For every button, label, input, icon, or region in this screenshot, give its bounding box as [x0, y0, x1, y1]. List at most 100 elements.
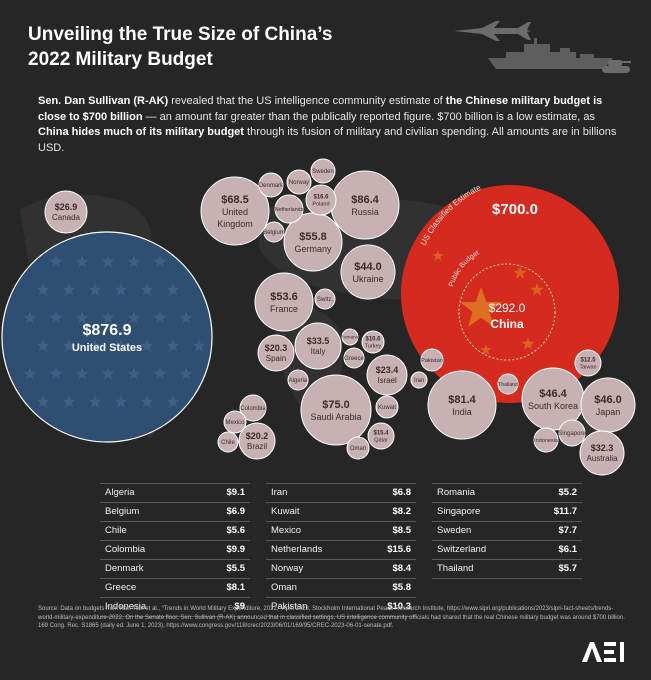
table-country: Singapore — [437, 506, 481, 517]
title-line-1: Unveiling the True Size of China’s — [28, 24, 333, 45]
table-row: Chile $5.6 — [100, 522, 250, 541]
bubble-iran — [410, 371, 428, 389]
us-star — [101, 311, 115, 324]
bubble-colombia — [239, 394, 267, 422]
country-label-spain: Spain — [266, 354, 286, 363]
us-star — [114, 339, 128, 352]
us-star — [36, 283, 50, 296]
intro-text-3: through its fusion of military and civil… — [38, 126, 617, 154]
table-row: Pakistan $10.3 — [266, 598, 416, 617]
budget-table-3: Romania $5.2 Singapore $11.7 Sweden $7.7 Switz… — [432, 483, 582, 579]
small-label-switz: Switz. — [317, 297, 333, 303]
us-star — [153, 311, 167, 324]
small-label-indonesia: Indonesia — [534, 438, 559, 444]
value-label-poland: $16.6 — [313, 195, 329, 201]
table-value: $7.7 — [558, 525, 578, 536]
bubble-netherlands — [274, 194, 304, 224]
small-label-iran: Iran — [414, 378, 424, 384]
us-star — [75, 311, 89, 324]
bubble-algeria — [287, 369, 309, 391]
small-label-sweden: Sweden — [312, 169, 334, 175]
table-value: $5.8 — [392, 582, 412, 593]
table-country: Romania — [437, 487, 476, 498]
country-label-taiwan: Taiwan — [579, 365, 596, 371]
bubble-denmark — [258, 172, 284, 198]
us-star — [140, 283, 154, 296]
table-country: Chile — [105, 525, 127, 536]
bubble-italy — [294, 322, 342, 370]
us-star — [62, 283, 76, 296]
table-row: Iran $6.8 — [266, 484, 416, 503]
value-label-united-kingdom: $68.5 — [221, 194, 249, 206]
table-row: Sweden $7.7 — [432, 522, 582, 541]
us-star — [140, 339, 154, 352]
table-row: Thailand $5.7 — [432, 560, 582, 579]
table-row: Romania $5.2 — [432, 484, 582, 503]
table-value: $6.1 — [558, 544, 578, 555]
table-value: $8.4 — [392, 563, 412, 574]
chart-title: Unveiling the True Size of China’s 2022 … — [28, 22, 368, 72]
country-label-brazil: Brazil — [247, 442, 267, 451]
bubble-turkey — [361, 330, 385, 354]
bubble-singapore — [558, 419, 586, 447]
us-star — [49, 311, 63, 324]
value-label-south-korea: $46.4 — [539, 388, 567, 400]
country-label-united-kingdom: Kingdom — [217, 219, 253, 229]
us-star — [127, 311, 141, 324]
table-row: Netherlands $15.6 — [266, 541, 416, 560]
china-small-star — [480, 344, 492, 355]
intro-text-1: revealed that the US intelligence commun… — [168, 95, 446, 107]
table-row: Oman $5.8 — [266, 579, 416, 598]
value-label-qatar: $15.4 — [373, 431, 389, 437]
us-star — [62, 339, 76, 352]
table-row: Kuwait $8.2 — [266, 503, 416, 522]
bubble-thailand — [497, 373, 519, 395]
table-value: $5.6 — [226, 525, 246, 536]
us-star — [114, 395, 128, 408]
bubble-greece — [343, 347, 365, 369]
table-value: $5.2 — [558, 487, 578, 498]
table-value: $5.7 — [558, 563, 578, 574]
value-label-spain: $20.3 — [265, 343, 288, 353]
us-star — [75, 255, 89, 268]
table-value: $8.2 — [392, 506, 412, 517]
table-country: Thailand — [437, 563, 474, 574]
country-label-ukraine: Ukraine — [352, 274, 383, 284]
table-value: $5.5 — [226, 563, 246, 574]
us-star — [62, 395, 76, 408]
bubble-oman — [346, 436, 370, 460]
value-label-australia: $32.3 — [591, 443, 614, 453]
table-value: $15.6 — [387, 544, 411, 555]
country-label-canada: Canada — [52, 213, 81, 222]
bubble-switz — [314, 288, 336, 310]
table-value: $11.7 — [553, 506, 577, 517]
country-label-israel: Israel — [377, 376, 397, 385]
us-star — [166, 395, 180, 408]
us-star — [88, 339, 102, 352]
budget-table-1: Algeria $9.1 Belgium $6.9 Chile $5.6 Colombia $… — [100, 483, 250, 617]
bubble-brazil — [238, 422, 276, 460]
country-label-china: China — [490, 317, 524, 331]
us-star — [166, 283, 180, 296]
table-country: Kuwait — [271, 506, 300, 517]
country-label-australia: Australia — [586, 454, 618, 463]
china-small-star — [521, 337, 535, 350]
small-label-belgium: Belgium — [263, 230, 285, 236]
us-star — [153, 255, 167, 268]
table-row: Greece $8.1 — [100, 579, 250, 598]
table-country: Mexico — [271, 525, 302, 536]
table-row: Denmark $5.5 — [100, 560, 250, 579]
us-star — [36, 395, 50, 408]
table-row: Belgium $6.9 — [100, 503, 250, 522]
table-row: Algeria $9.1 — [100, 484, 250, 503]
value-label-israel: $23.4 — [376, 365, 399, 375]
country-label-saudi-arabia: Saudi Arabia — [310, 412, 361, 422]
bubble-saudi-arabia — [300, 374, 372, 446]
country-label-united-states: United States — [72, 342, 142, 354]
us-star — [101, 255, 115, 268]
intro-text-2: — an amount far greater than the publica… — [142, 110, 596, 123]
us-star — [23, 367, 37, 380]
us-star — [101, 367, 115, 380]
us-star — [192, 339, 206, 352]
